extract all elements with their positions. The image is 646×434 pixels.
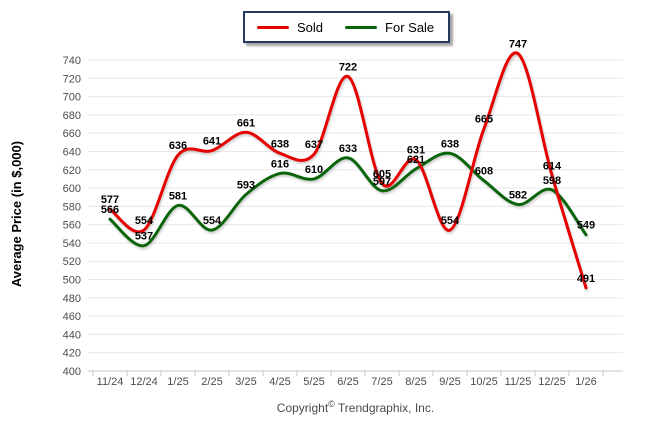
sold-line [108,51,588,290]
y-tick-label: 420 [63,348,81,360]
for-sale-data-label: 537 [135,231,153,243]
sold-data-label: 577 [101,194,119,206]
sold-data-label: 665 [475,114,493,126]
sold-line-swatch [257,25,289,29]
for-sale-data-label: 610 [305,164,323,176]
copyright-line: Copyright© Trendgraphix, Inc. [88,399,623,415]
x-tick-label: 10/25 [470,376,498,388]
y-tick-label: 740 [63,55,81,67]
sold-data-label: 554 [135,215,154,227]
y-tick-label: 700 [63,92,81,104]
x-tick-label: 11/24 [97,376,124,388]
sold-data-label: 747 [509,39,527,51]
legend-label-for-sale: For Sale [385,19,435,35]
legend-item-for-sale: For Sale [345,20,434,35]
x-tick-label: 7/25 [371,376,392,388]
y-tick-label: 460 [63,311,81,323]
y-tick-label: 520 [63,256,81,268]
sold-data-label: 637 [305,139,323,151]
for-sale-data-label: 554 [203,215,222,227]
chart-legend: Sold For Sale [243,11,451,43]
for-sale-line-swatch [345,25,378,29]
x-tick-label: 3/25 [235,376,256,388]
y-tick-label: 540 [63,238,81,250]
x-tick-label: 5/25 [303,376,324,388]
sold-data-label: 631 [407,145,425,157]
x-tick-label: 2/25 [201,376,222,388]
y-tick-label: 560 [63,220,81,232]
for-sale-data-label: 593 [237,179,255,191]
y-tick-label: 580 [63,201,81,213]
x-tick-label: 12/24 [130,376,158,388]
legend-label-sold: Sold [297,19,324,35]
y-tick-label: 500 [63,275,81,287]
x-tick-label: 9/25 [439,376,460,388]
sold-data-label: 605 [373,168,391,180]
sold-data-label: 554 [441,215,460,227]
y-tick-label: 440 [63,329,81,341]
for-sale-data-label: 581 [169,190,187,202]
for-sale-data-label: 566 [101,204,119,216]
sold-data-label: 636 [169,140,187,152]
x-tick-label: 6/25 [337,376,358,388]
for-sale-data-label: 621 [407,154,425,166]
x-tick-label: 8/25 [405,376,426,388]
x-tick-label: 4/25 [269,376,290,388]
for-sale-data-label: 633 [339,143,357,155]
y-tick-label: 660 [63,128,81,140]
sold-data-label: 491 [577,273,595,285]
y-axis-title: Average Price (in $,000) [9,140,24,288]
for-sale-data-label: 616 [271,158,289,170]
copyright-company: Trendgraphix, Inc. [337,401,435,415]
x-tick-label: 11/25 [505,376,532,388]
sold-data-label: 661 [237,117,255,129]
x-tick-label: 12/25 [538,376,566,388]
x-tick-label: 1/26 [575,376,596,388]
y-tick-label: 620 [63,165,81,177]
copyright-prefix: Copyright [276,401,329,415]
x-tick-label: 1/25 [167,376,188,388]
for-sale-data-label: 638 [441,138,459,150]
sold-data-label: 641 [203,136,221,148]
y-tick-label: 640 [63,146,81,158]
y-tick-label: 400 [63,366,81,378]
for-sale-data-label: 597 [373,176,391,188]
y-tick-label: 600 [63,183,81,195]
for-sale-data-label: 549 [577,220,595,232]
y-tick-label: 720 [63,73,81,85]
for-sale-data-label: 582 [509,190,527,202]
sold-data-label: 638 [271,138,289,150]
y-tick-label: 680 [63,110,81,122]
for-sale-line [108,151,588,248]
y-tick-label: 480 [63,293,81,305]
legend-item-sold: Sold [257,20,323,35]
copyright-symbol: © [328,399,335,409]
for-sale-data-label: 608 [475,166,493,178]
for-sale-data-label: 598 [543,175,561,187]
sold-data-label: 722 [339,61,357,73]
sold-data-label: 614 [543,160,562,172]
